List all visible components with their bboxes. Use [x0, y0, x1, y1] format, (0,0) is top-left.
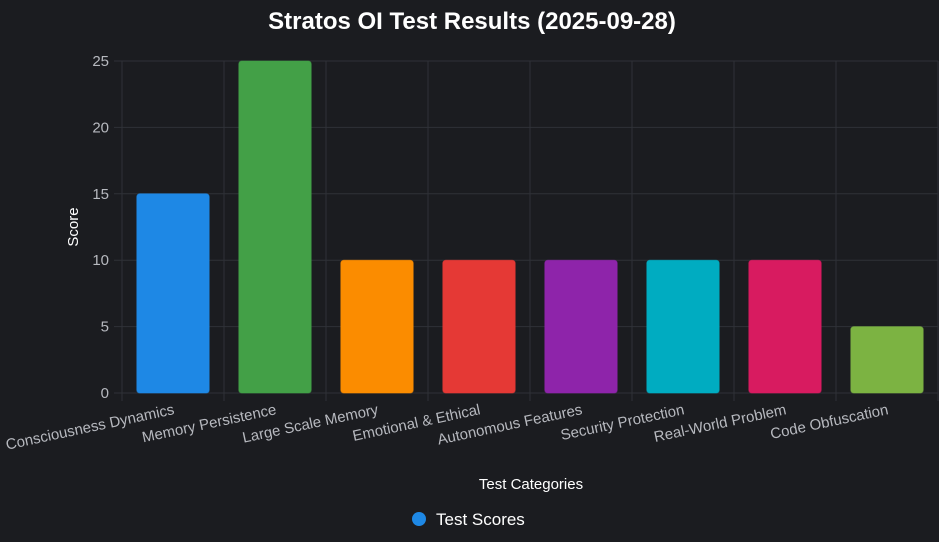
chart-title: Stratos OI Test Results (2025-09-28) — [268, 8, 676, 35]
y-tick-label: 10 — [92, 252, 109, 269]
y-tick-label: 5 — [101, 319, 109, 336]
x-axis-title: Test Categories — [479, 476, 583, 493]
legend-label: Test Scores — [436, 510, 525, 529]
bar-2[interactable] — [340, 259, 414, 394]
y-tick-label: 0 — [101, 385, 109, 402]
bar-5[interactable] — [646, 259, 720, 394]
bar-1[interactable] — [238, 60, 312, 394]
bar-7[interactable] — [850, 326, 924, 394]
bars — [136, 60, 924, 394]
x-tick-label: Code Obfuscation — [769, 401, 890, 443]
legend[interactable]: Test Scores — [412, 510, 525, 529]
bar-4[interactable] — [544, 259, 618, 394]
bar-3[interactable] — [442, 259, 516, 394]
bar-6[interactable] — [748, 259, 822, 394]
legend-swatch-icon — [412, 512, 426, 526]
y-axis-title: Score — [65, 207, 82, 246]
y-axis-ticks: 0 5 10 15 20 25 — [92, 53, 109, 402]
y-tick-label: 15 — [92, 186, 109, 203]
bar-0[interactable] — [136, 193, 210, 394]
y-tick-label: 20 — [92, 119, 109, 136]
y-tick-label: 25 — [92, 53, 109, 70]
